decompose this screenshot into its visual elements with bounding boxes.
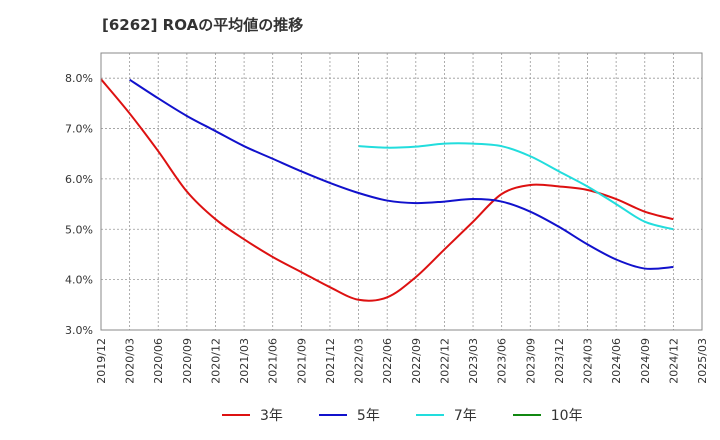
legend-swatch: [512, 414, 541, 416]
legend-item: 7年: [415, 405, 477, 425]
y-tick-label: 8.0%: [65, 72, 93, 85]
x-tick-label: 2023/12: [553, 338, 566, 384]
legend-item: 5年: [318, 405, 380, 425]
x-tick-label: 2020/03: [124, 338, 137, 384]
x-tick-label: 2023/06: [496, 338, 509, 384]
x-tick-label: 2022/03: [353, 338, 366, 384]
series-line: [358, 142, 674, 231]
legend-swatch: [415, 414, 444, 416]
plot-area-frame: [100, 52, 703, 331]
y-tick-label: 6.0%: [65, 173, 93, 186]
y-tick-label: 5.0%: [65, 223, 93, 236]
y-axis-tick-labels: 3.0% 4.0% 5.0% 6.0% 7.0% 8.0%: [65, 72, 93, 337]
x-tick-label: 2020/12: [209, 338, 222, 384]
x-axis-tick-labels: 2019/12 2020/03 2020/06 2020/09 2020/12 2021/…: [95, 338, 709, 384]
legend-swatch: [222, 414, 250, 416]
x-tick-label: 2025/03: [696, 338, 709, 384]
legend-label: 5年: [356, 408, 380, 424]
legend: 3年 5年 7年 10年: [222, 404, 619, 426]
legend-swatch: [318, 414, 347, 416]
x-tick-label: 2022/09: [410, 338, 423, 384]
x-tick-label: 2021/09: [295, 338, 308, 384]
x-tick-label: 2021/12: [324, 338, 337, 384]
legend-label: 10年: [550, 408, 583, 424]
x-tick-label: 2022/12: [438, 338, 451, 384]
x-tick-label: 2023/09: [524, 338, 537, 384]
x-tick-label: 2020/09: [181, 338, 194, 384]
y-tick-label: 7.0%: [65, 123, 93, 136]
legend-label: 7年: [453, 408, 477, 424]
series-line: [100, 78, 674, 302]
x-tick-label: 2020/06: [152, 338, 165, 384]
x-tick-label: 2019/12: [95, 338, 108, 384]
x-tick-label: 2024/12: [667, 338, 680, 384]
x-tick-label: 2024/06: [610, 338, 623, 384]
x-tick-label: 2024/09: [639, 338, 652, 384]
grid-lines: [101, 53, 702, 330]
series-line: [129, 78, 674, 270]
series-lines: [100, 78, 674, 302]
chart-title: [6262] ROAの平均値の推移: [102, 16, 304, 34]
x-tick-label: 2022/06: [381, 338, 394, 384]
x-tick-label: 2024/03: [582, 338, 595, 384]
y-tick-label: 4.0%: [65, 274, 93, 287]
legend-label: 3年: [260, 408, 283, 424]
legend-item: 10年: [512, 405, 583, 425]
x-tick-label: 2021/03: [238, 338, 251, 384]
legend-item: 3年: [222, 405, 283, 425]
x-tick-label: 2023/03: [467, 338, 480, 384]
y-tick-label: 3.0%: [65, 324, 93, 337]
x-tick-label: 2021/06: [267, 338, 280, 384]
